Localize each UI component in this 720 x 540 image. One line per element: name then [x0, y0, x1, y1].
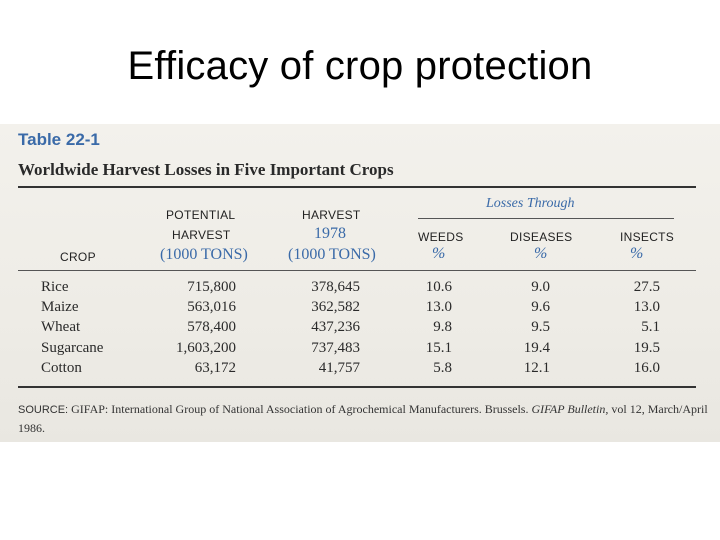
row-maize-diseases: 9.6 — [531, 299, 550, 315]
row-cotton-harvest: 41,757 — [318, 360, 360, 376]
source-text: GIFAP: International Group of National A… — [68, 402, 532, 416]
group-rule — [418, 218, 674, 219]
row-wheat-potential: 578,400 — [187, 319, 236, 335]
row-maize-crop: Maize — [41, 299, 79, 315]
header-diseases-pct: % — [534, 245, 548, 262]
header-harvest-unit: (1000 TONS) — [288, 246, 376, 263]
row-cotton-crop: Cotton — [41, 360, 82, 376]
scanned-table-image: Table 22-1 Worldwide Harvest Losses in F… — [0, 124, 720, 442]
row-cotton-potential: 63,172 — [194, 360, 236, 376]
row-rice-potential: 715,800 — [187, 279, 236, 295]
header-insects: INSECTS — [620, 230, 675, 244]
header-harvest-year: 1978 — [314, 225, 346, 242]
header-potential-2: HARVEST — [172, 228, 231, 242]
row-rice-harvest: 378,645 — [311, 279, 360, 295]
row-wheat-diseases: 9.5 — [531, 319, 550, 335]
row-rice-insects: 27.5 — [633, 279, 660, 295]
row-sugarcane-weeds: 15.1 — [425, 340, 452, 356]
row-cotton-weeds: 5.8 — [433, 360, 452, 376]
top-rule — [18, 186, 696, 188]
header-crop: CROP — [60, 250, 96, 264]
group-header-losses: Losses Through — [486, 196, 575, 211]
header-insects-pct: % — [630, 245, 644, 262]
header-weeds: WEEDS — [418, 230, 464, 244]
row-rice-weeds: 10.6 — [425, 279, 452, 295]
row-sugarcane-insects: 19.5 — [633, 340, 660, 356]
header-potential-unit: (1000 TONS) — [160, 246, 248, 263]
row-sugarcane-crop: Sugarcane — [41, 340, 104, 356]
header-rule — [18, 270, 696, 271]
row-cotton-diseases: 12.1 — [523, 360, 550, 376]
row-wheat-harvest: 437,236 — [311, 319, 360, 335]
header-potential-1: POTENTIAL — [166, 208, 236, 222]
table-caption: Worldwide Harvest Losses in Five Importa… — [18, 160, 394, 179]
row-rice-diseases: 9.0 — [531, 279, 550, 295]
source-tail: vol 12, March/April 1986. — [18, 402, 708, 435]
header-harvest-1: HARVEST — [302, 208, 361, 222]
table-source-note: SOURCE: GIFAP: International Group of Na… — [18, 400, 708, 437]
slide-title: Efficacy of crop protection — [127, 44, 593, 88]
header-weeds-pct: % — [432, 245, 446, 262]
row-rice-crop: Rice — [41, 279, 69, 295]
source-label: SOURCE: — [18, 404, 69, 416]
row-wheat-crop: Wheat — [41, 319, 81, 335]
table-number: Table 22-1 — [18, 130, 100, 149]
row-maize-potential: 563,016 — [187, 299, 236, 315]
row-cotton-insects: 16.0 — [633, 360, 660, 376]
source-publication: GIFAP Bulletin, — [531, 402, 609, 416]
row-sugarcane-harvest: 737,483 — [311, 340, 360, 356]
header-diseases: DISEASES — [510, 230, 573, 244]
row-maize-insects: 13.0 — [633, 299, 660, 315]
row-sugarcane-potential: 1,603,200 — [176, 340, 236, 356]
row-sugarcane-diseases: 19.4 — [523, 340, 550, 356]
row-maize-harvest: 362,582 — [311, 299, 360, 315]
row-wheat-weeds: 9.8 — [433, 319, 452, 335]
row-wheat-insects: 5.1 — [641, 319, 660, 335]
bottom-rule — [18, 386, 696, 388]
row-maize-weeds: 13.0 — [425, 299, 452, 315]
